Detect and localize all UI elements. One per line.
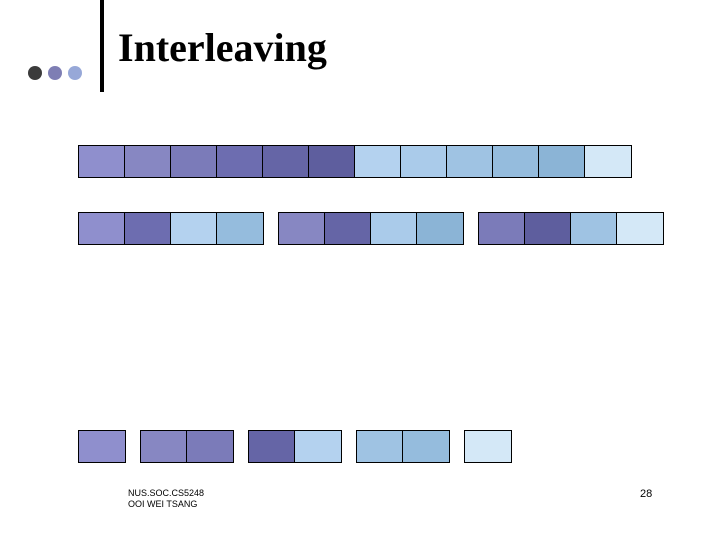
- cell-group-0-0: [78, 145, 632, 178]
- row-gap: [234, 430, 248, 463]
- cell: [417, 213, 463, 244]
- dot-1: [28, 66, 42, 80]
- cell: [125, 213, 171, 244]
- dot-2: [48, 66, 62, 80]
- cell: [355, 146, 401, 177]
- cell: [525, 213, 571, 244]
- bullet-dots: [28, 66, 82, 80]
- cell: [479, 213, 525, 244]
- row-gap: [450, 430, 464, 463]
- cell: [465, 431, 511, 462]
- cell: [263, 146, 309, 177]
- cell: [585, 146, 631, 177]
- row-2: [78, 430, 512, 463]
- cell: [447, 146, 493, 177]
- cell-group-2-0: [78, 430, 126, 463]
- cell: [79, 213, 125, 244]
- cell: [371, 213, 417, 244]
- cell: [325, 213, 371, 244]
- cell: [309, 146, 355, 177]
- cell: [571, 213, 617, 244]
- cell: [171, 146, 217, 177]
- cell: [79, 431, 125, 462]
- cell: [217, 146, 263, 177]
- cell-group-2-8: [464, 430, 512, 463]
- cell-group-2-6: [356, 430, 450, 463]
- cell-group-2-2: [140, 430, 234, 463]
- cell: [217, 213, 263, 244]
- cell: [249, 431, 295, 462]
- row-gap: [464, 212, 478, 245]
- footer-line2: OOI WEI TSANG: [128, 499, 204, 510]
- cell: [171, 213, 217, 244]
- cell: [357, 431, 403, 462]
- cell: [617, 213, 663, 244]
- row-1: [78, 212, 664, 245]
- cell: [125, 146, 171, 177]
- vertical-rule: [100, 0, 104, 92]
- cell: [403, 431, 449, 462]
- cell-group-1-4: [478, 212, 664, 245]
- row-gap: [342, 430, 356, 463]
- cell: [79, 146, 125, 177]
- cell: [141, 431, 187, 462]
- cell: [187, 431, 233, 462]
- cell: [279, 213, 325, 244]
- dot-3: [68, 66, 82, 80]
- footer-text: NUS.SOC.CS5248 OOI WEI TSANG: [128, 488, 204, 511]
- cell: [493, 146, 539, 177]
- row-gap: [264, 212, 278, 245]
- slide-title: Interleaving: [118, 24, 327, 71]
- row-0: [78, 145, 632, 178]
- cell: [295, 431, 341, 462]
- cell-group-1-2: [278, 212, 464, 245]
- cell-group-1-0: [78, 212, 264, 245]
- cell: [539, 146, 585, 177]
- row-gap: [126, 430, 140, 463]
- footer-line1: NUS.SOC.CS5248: [128, 488, 204, 499]
- cell: [401, 146, 447, 177]
- page-number: 28: [640, 488, 652, 500]
- cell-group-2-4: [248, 430, 342, 463]
